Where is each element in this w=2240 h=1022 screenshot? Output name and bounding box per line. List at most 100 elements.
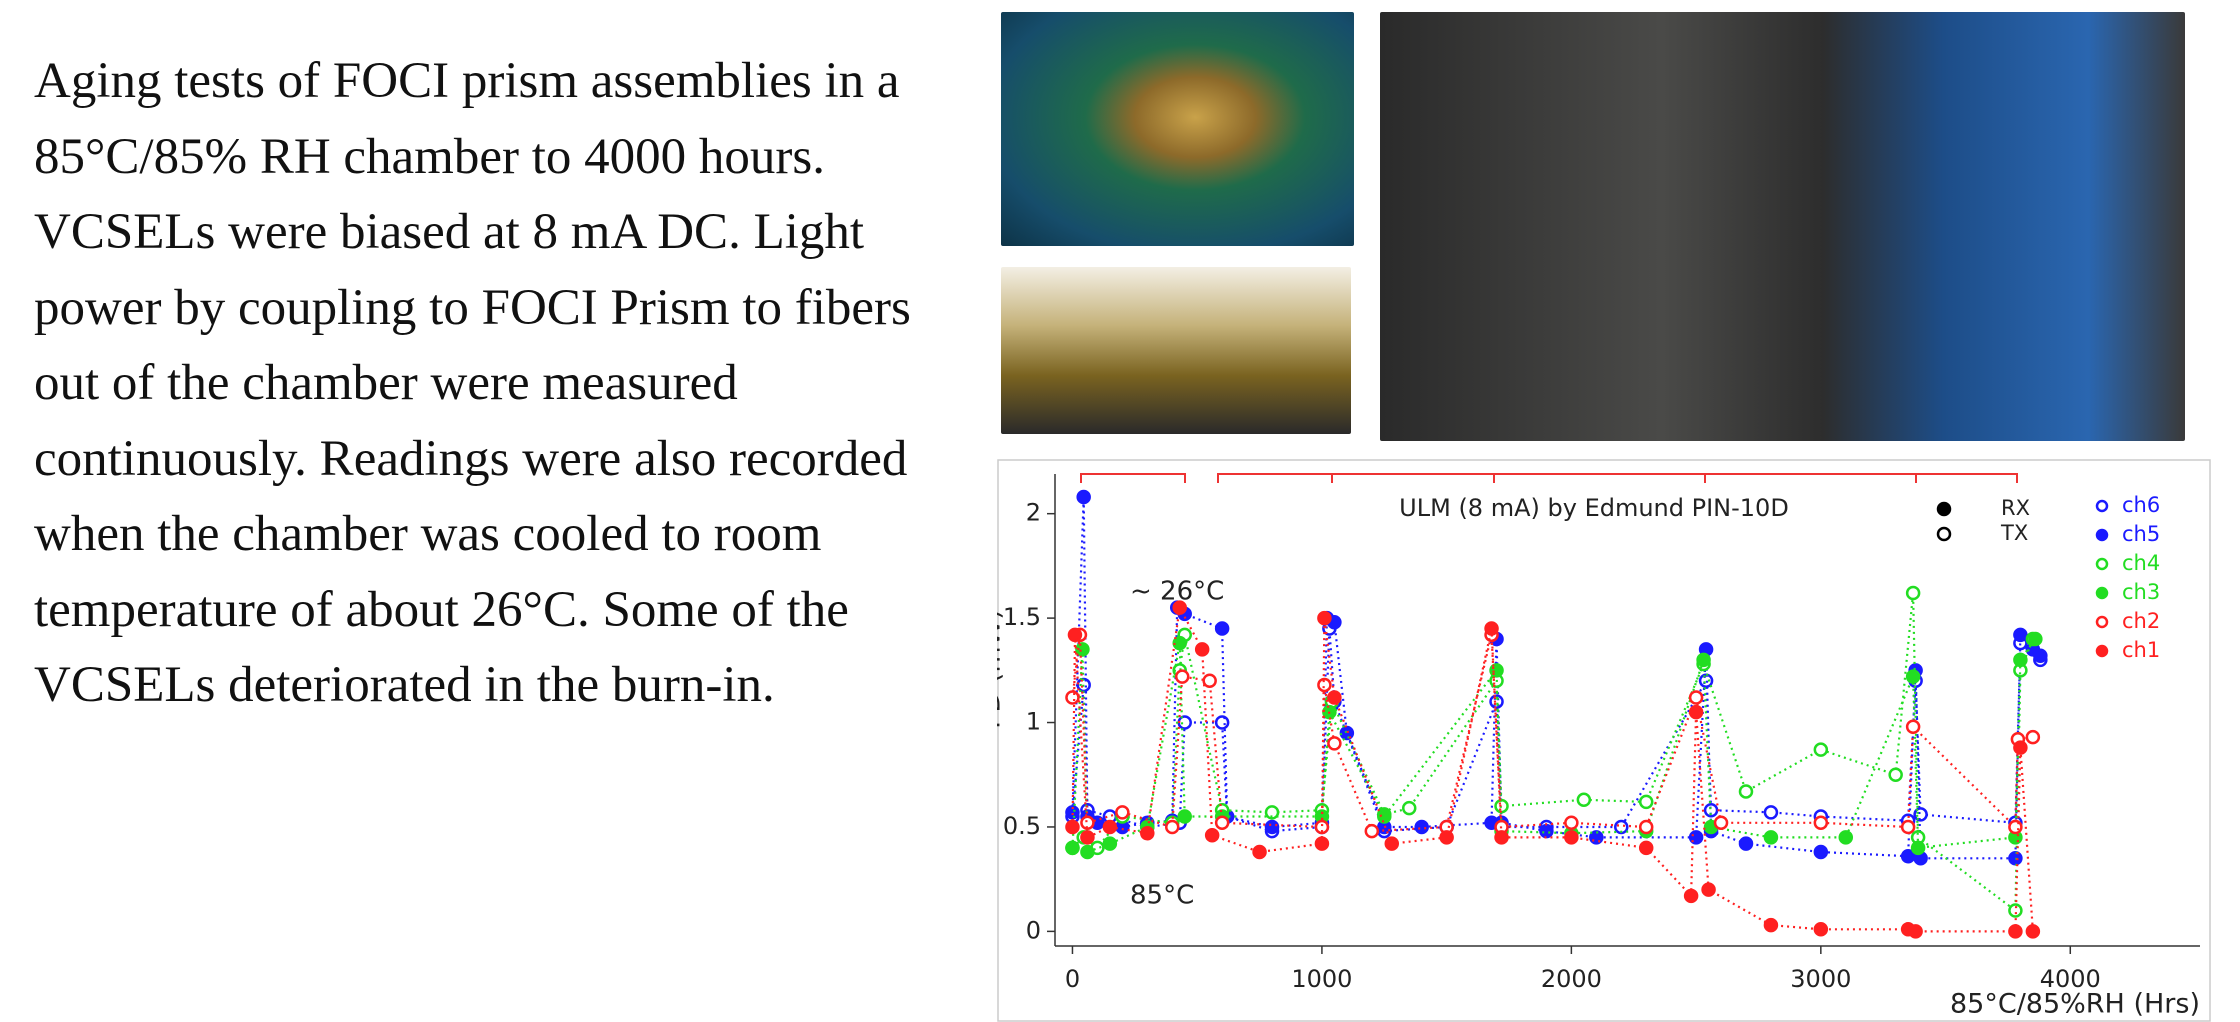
legend-label: ch3 xyxy=(2122,580,2160,604)
data-point xyxy=(1317,677,1332,693)
data-point xyxy=(2008,924,2023,939)
data-point xyxy=(1910,840,1926,856)
data-point xyxy=(1140,825,1155,841)
data-point xyxy=(1696,652,1711,668)
data-point xyxy=(1763,805,1779,820)
data-point xyxy=(1913,807,1928,822)
data-point xyxy=(2028,631,2043,647)
data-point xyxy=(1102,836,1118,851)
data-point xyxy=(1414,819,1429,835)
legend-marker xyxy=(2095,615,2109,629)
data-point xyxy=(1065,805,1080,820)
data-point xyxy=(1080,830,1095,845)
data-point xyxy=(1489,694,1504,709)
data-point xyxy=(1384,836,1400,851)
data-point xyxy=(1638,840,1654,856)
legend-marker xyxy=(2095,557,2109,571)
chart: ULM (8 mA) by Edmund PIN-10D 85°C/85%RH … xyxy=(997,459,2211,1022)
data-point xyxy=(1683,888,1699,904)
chart-title: ULM (8 mA) by Edmund PIN-10D xyxy=(1399,494,1789,522)
data-point xyxy=(1888,767,1903,782)
data-point xyxy=(1401,800,1417,816)
data-point xyxy=(1539,823,1554,839)
y-axis-label: PD (mW) xyxy=(997,609,1007,729)
data-point xyxy=(1194,642,1210,657)
data-point xyxy=(1576,792,1592,808)
body-text: Aging tests of FOCI prism assemblies in … xyxy=(34,53,911,713)
data-point xyxy=(1703,802,1719,818)
y-tick-label: 2 xyxy=(1026,499,1041,527)
x-tick-label: 0 xyxy=(1065,965,1080,993)
data-point xyxy=(1076,489,1091,505)
data-point xyxy=(1067,627,1083,643)
data-point xyxy=(1080,815,1095,831)
data-point xyxy=(1564,830,1579,845)
legend-label: ch1 xyxy=(2122,638,2160,662)
legend-label: TX xyxy=(2000,521,2028,545)
data-point xyxy=(1813,815,1829,831)
x-tick-label: 1000 xyxy=(1291,965,1352,993)
data-point xyxy=(1065,840,1080,856)
chart-frame xyxy=(997,459,2211,1022)
data-point xyxy=(1713,815,1729,831)
photo-chamber xyxy=(1380,12,2185,441)
data-point xyxy=(1377,809,1392,824)
data-point xyxy=(1908,924,1923,939)
data-point xyxy=(2008,819,2023,835)
data-point xyxy=(1813,742,1829,757)
data-point xyxy=(1202,673,1217,689)
legend-marker xyxy=(2095,644,2109,658)
data-point xyxy=(1738,784,1754,799)
x-tick-label: 2000 xyxy=(1541,965,1602,993)
data-point xyxy=(1763,917,1779,933)
data-point xyxy=(1701,882,1716,897)
data-point xyxy=(1177,715,1192,730)
data-point xyxy=(1327,690,1342,705)
data-point xyxy=(1905,669,1921,684)
data-point xyxy=(1214,621,1230,636)
data-point xyxy=(2013,627,2028,643)
data-point xyxy=(1900,819,1916,835)
data-point xyxy=(1075,642,1090,657)
photo-prism-board xyxy=(1001,12,1354,246)
data-point xyxy=(1364,823,1380,839)
data-point xyxy=(1080,844,1095,860)
data-point xyxy=(1439,830,1454,845)
data-point xyxy=(1102,819,1118,835)
legend-label: ch4 xyxy=(2122,551,2160,575)
legend-label: ch6 xyxy=(2122,493,2160,517)
data-point xyxy=(1327,736,1342,751)
y-tick-label: 0.5 xyxy=(1003,812,1041,840)
data-point xyxy=(1638,794,1654,810)
data-point xyxy=(1564,815,1579,831)
legend-label: ch5 xyxy=(2122,522,2160,546)
data-point xyxy=(1204,828,1220,843)
data-point xyxy=(1905,585,1921,601)
data-point xyxy=(1638,819,1654,835)
legend-label: ch2 xyxy=(2122,609,2160,633)
legend-marker xyxy=(1936,501,1952,517)
data-point xyxy=(1813,922,1829,937)
x-tick-label: 3000 xyxy=(1790,965,1851,993)
data-point xyxy=(1614,819,1629,835)
data-point xyxy=(1174,669,1190,684)
data-point xyxy=(2013,652,2028,668)
legend-marker xyxy=(2095,528,2109,542)
data-point xyxy=(2033,648,2048,663)
data-point xyxy=(1264,819,1280,835)
photo-prism-side xyxy=(1001,267,1351,434)
legend-marker xyxy=(2095,586,2109,600)
data-point xyxy=(1314,819,1330,835)
data-point xyxy=(2013,740,2028,755)
data-point xyxy=(1763,830,1779,845)
data-point xyxy=(1813,844,1829,860)
data-point xyxy=(1317,610,1332,626)
data-point xyxy=(1738,836,1754,851)
period-brackets xyxy=(1080,473,2018,483)
y-tick-label: 0 xyxy=(1026,916,1041,944)
data-point xyxy=(1688,704,1704,720)
data-point xyxy=(2025,729,2041,745)
data-point xyxy=(1905,719,1921,734)
x-tick-label: 4000 xyxy=(2040,965,2101,993)
data-point xyxy=(1172,600,1187,615)
